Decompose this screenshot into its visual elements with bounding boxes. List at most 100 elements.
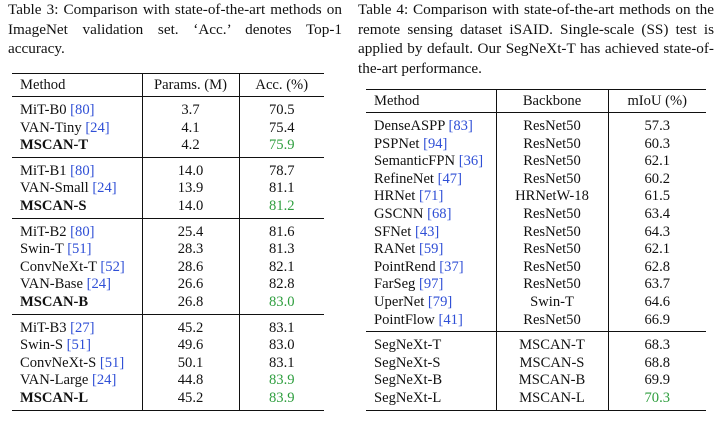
citation-link[interactable]: [24] xyxy=(86,276,111,293)
method-cell: Swin-S [51] xyxy=(12,337,143,355)
citation-link[interactable]: [68] xyxy=(427,205,452,222)
method-name: PointRend xyxy=(374,258,436,275)
citation-link[interactable]: [59] xyxy=(419,241,444,258)
acc-cell: 83.1 xyxy=(239,313,324,338)
method-cell: ConvNeXt-T [52] xyxy=(12,258,143,277)
backbone-cell: ResNet50 xyxy=(496,135,609,154)
method-name: MSCAN-L xyxy=(20,389,89,406)
table-row: HRNet [71] HRNetW-18 61.5 xyxy=(366,188,706,206)
citation-link[interactable]: [83] xyxy=(448,118,473,134)
method-name: RefineNet xyxy=(374,170,434,187)
miou-cell: 62.1 xyxy=(644,153,671,170)
citation-link[interactable]: [36] xyxy=(458,153,484,170)
citation-link[interactable]: [41] xyxy=(438,311,463,328)
table-row: SegNeXt-S MSCAN-S 68.8 xyxy=(366,354,706,373)
table4-group: DenseASPP [83] ResNet50 57.3 PSPNet [94] Res… xyxy=(366,112,706,332)
method-name: MiT-B1 xyxy=(20,162,67,179)
method-name: SegNeXt-B xyxy=(374,372,443,389)
table4-header-row: Method Backbone mIoU (%) xyxy=(366,89,706,113)
method-cell: PSPNet [94] xyxy=(366,135,497,154)
table-row: MiT-B3 [27] 45.2 83.1 xyxy=(12,313,324,338)
table-row: Swin-T [51] 28.3 81.3 xyxy=(12,241,324,259)
params-cell: 45.2 xyxy=(142,389,240,410)
citation-link[interactable]: [71] xyxy=(419,188,444,205)
miou-cell: 63.4 xyxy=(644,205,671,222)
citation-link[interactable]: [79] xyxy=(427,293,453,310)
citation-link[interactable]: [80] xyxy=(70,162,95,179)
table-row: GSCNN [68] ResNet50 63.4 xyxy=(366,205,706,224)
method-name: MSCAN-T xyxy=(20,137,89,154)
backbone-cell: ResNet50 xyxy=(496,112,609,136)
method-cell: PointFlow [41] xyxy=(366,311,497,332)
citation-link[interactable]: [80] xyxy=(70,102,95,118)
table-row: MSCAN-B 26.8 83.0 xyxy=(12,293,324,315)
method-cell: GSCNN [68] xyxy=(366,205,497,224)
method-cell: MSCAN-T xyxy=(12,137,143,158)
table-row: MiT-B0 [80] 3.7 70.5 xyxy=(12,96,324,120)
table3-header-row: Method Params. (M) Acc. (%) xyxy=(12,73,324,97)
backbone-cell: ResNet50 xyxy=(496,205,609,224)
method-cell: UperNet [79] xyxy=(366,293,497,312)
citation-link[interactable]: [51] xyxy=(99,354,125,371)
method-name: Swin-T xyxy=(20,241,64,258)
params-cell: 4.1 xyxy=(142,119,240,138)
backbone-cell: ResNet50 xyxy=(496,223,609,242)
method-name: SegNeXt-T xyxy=(374,337,442,354)
table3-caption: Table 3: Comparison with state-of-the-ar… xyxy=(8,1,342,57)
citation-link[interactable]: [43] xyxy=(414,223,440,240)
backbone-cell: ResNet50 xyxy=(496,153,609,171)
method-cell: MiT-B0 [80] xyxy=(12,96,143,120)
method-cell: HRNet [71] xyxy=(366,188,497,206)
params-cell: 13.9 xyxy=(142,180,240,198)
citation-link[interactable]: [51] xyxy=(67,241,92,258)
miou-cell: 57.3 xyxy=(644,118,671,134)
miou-cell: 61.5 xyxy=(644,188,671,205)
citation-link[interactable]: [24] xyxy=(85,119,110,136)
table-row: FarSeg [97] ResNet50 63.7 xyxy=(366,276,706,294)
table-row: MSCAN-T 4.2 75.9 xyxy=(12,137,324,158)
table3-header-method: Method xyxy=(12,73,143,97)
method-name: MSCAN-B xyxy=(20,293,89,310)
citation-link[interactable]: [27] xyxy=(70,319,95,336)
params-cell: 25.4 xyxy=(142,217,240,242)
citation-link[interactable]: [47] xyxy=(437,170,462,187)
citation-link[interactable]: [97] xyxy=(419,276,444,293)
backbone-cell: MSCAN-B xyxy=(496,372,609,390)
table-row: MSCAN-L 45.2 83.9 xyxy=(12,389,324,410)
table-row: SegNeXt-T MSCAN-T 68.3 xyxy=(366,331,706,355)
citation-link[interactable]: [80] xyxy=(70,223,95,240)
method-cell: VAN-Base [24] xyxy=(12,276,143,294)
table-row: RefineNet [47] ResNet50 60.2 xyxy=(366,170,706,189)
method-name: RANet xyxy=(374,241,416,258)
method-cell: SegNeXt-T xyxy=(366,331,497,355)
backbone-cell: ResNet50 xyxy=(496,311,609,332)
table-row: PointFlow [41] ResNet50 66.9 xyxy=(366,311,706,332)
method-name: VAN-Large xyxy=(20,372,89,389)
table4-isaid-results: Method Backbone mIoU (%) DenseASPP [83] R… xyxy=(366,89,706,411)
citation-link[interactable]: [37] xyxy=(439,258,464,275)
acc-cell: 75.4 xyxy=(268,119,295,136)
params-cell: 45.2 xyxy=(142,313,240,338)
method-name: Swin-S xyxy=(20,337,63,354)
citation-link[interactable]: [94] xyxy=(423,135,448,152)
miou-cell: 60.3 xyxy=(644,135,671,152)
params-cell: 44.8 xyxy=(142,372,240,390)
miou-cell: 62.8 xyxy=(644,258,671,275)
method-name: ConvNeXt-T xyxy=(20,258,97,275)
miou-cell: 60.2 xyxy=(644,170,671,187)
params-cell: 14.0 xyxy=(142,156,240,181)
method-cell: SegNeXt-S xyxy=(366,354,497,373)
params-cell: 3.7 xyxy=(142,96,240,120)
acc-cell: 82.8 xyxy=(268,276,295,293)
method-name: MiT-B3 xyxy=(20,319,67,336)
method-name: GSCNN xyxy=(374,205,424,222)
table3-group: MiT-B1 [80] 14.0 78.7 VAN-Small [24] 13.9 81.… xyxy=(12,156,324,219)
acc-cell: 78.7 xyxy=(239,156,324,181)
miou-cell: 64.6 xyxy=(644,293,671,310)
citation-link[interactable]: [51] xyxy=(66,337,91,354)
method-name: MiT-B0 xyxy=(20,102,67,118)
citation-link[interactable]: [52] xyxy=(100,258,125,275)
method-name: UperNet xyxy=(374,293,425,310)
citation-link[interactable]: [24] xyxy=(92,180,117,197)
citation-link[interactable]: [24] xyxy=(92,372,117,389)
